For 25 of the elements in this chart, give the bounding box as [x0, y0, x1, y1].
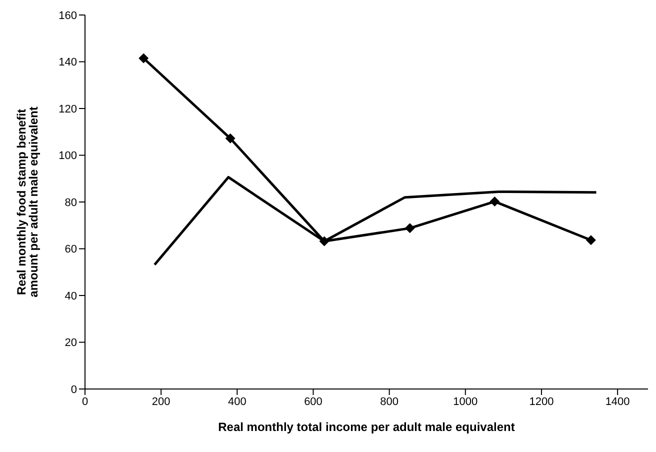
point — [490, 196, 500, 207]
x-axis-title: Real monthly total income per adult male equivalent — [218, 420, 515, 434]
x-tick-label: 1200 — [529, 396, 554, 408]
point — [586, 235, 596, 246]
x-tick-label: 400 — [228, 396, 246, 408]
point — [319, 236, 330, 246]
y-tick-label: 100 — [58, 150, 77, 162]
y-tick-label: 40 — [64, 290, 77, 302]
point — [225, 133, 236, 144]
x-tick-label: 800 — [380, 396, 399, 408]
point — [404, 223, 415, 234]
y-tick-label: 160 — [58, 10, 77, 22]
y-tick-label: 20 — [64, 337, 77, 350]
y-tick-label: 0 — [70, 384, 77, 396]
x-tick-label: 1400 — [605, 396, 630, 408]
x-tick-label: 1000 — [453, 396, 478, 408]
y-tick-label: 80 — [64, 196, 77, 209]
y-tick-label: 140 — [58, 56, 77, 69]
x-tick-label: 200 — [152, 396, 170, 408]
point — [138, 53, 149, 64]
y-axis-title: Real monthly food stamp benefit amount per adult male equivalent — [14, 106, 40, 298]
y-tick-label: 60 — [64, 244, 77, 256]
x-tick-label: 0 — [82, 396, 88, 408]
y-tick-label: 120 — [58, 103, 77, 116]
x-tick-label: 600 — [304, 396, 322, 408]
